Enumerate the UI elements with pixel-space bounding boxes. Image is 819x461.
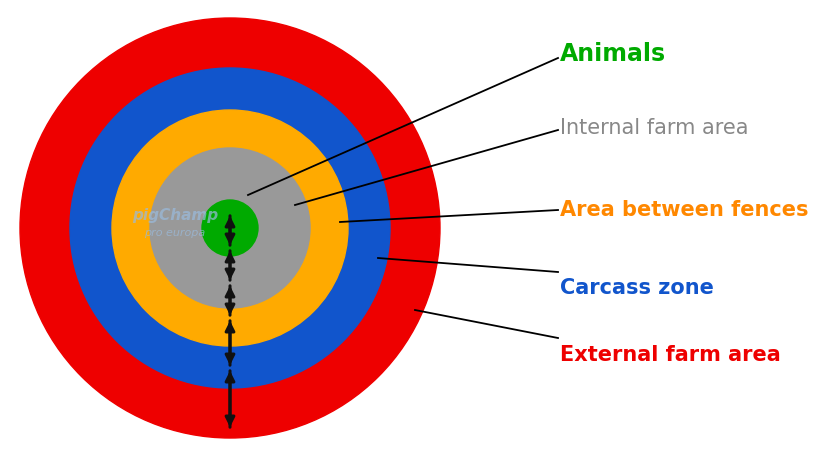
Circle shape (201, 200, 258, 256)
Text: Animals: Animals (559, 42, 665, 66)
Circle shape (20, 18, 440, 438)
Text: pro europa: pro europa (144, 228, 206, 238)
Text: Carcass zone: Carcass zone (559, 278, 713, 298)
Text: Internal farm area: Internal farm area (559, 118, 748, 138)
Text: External farm area: External farm area (559, 345, 780, 365)
Text: pigChamp: pigChamp (132, 207, 218, 223)
Circle shape (150, 148, 310, 308)
Circle shape (70, 68, 390, 388)
Text: Area between fences: Area between fences (559, 200, 808, 220)
Circle shape (112, 110, 347, 346)
